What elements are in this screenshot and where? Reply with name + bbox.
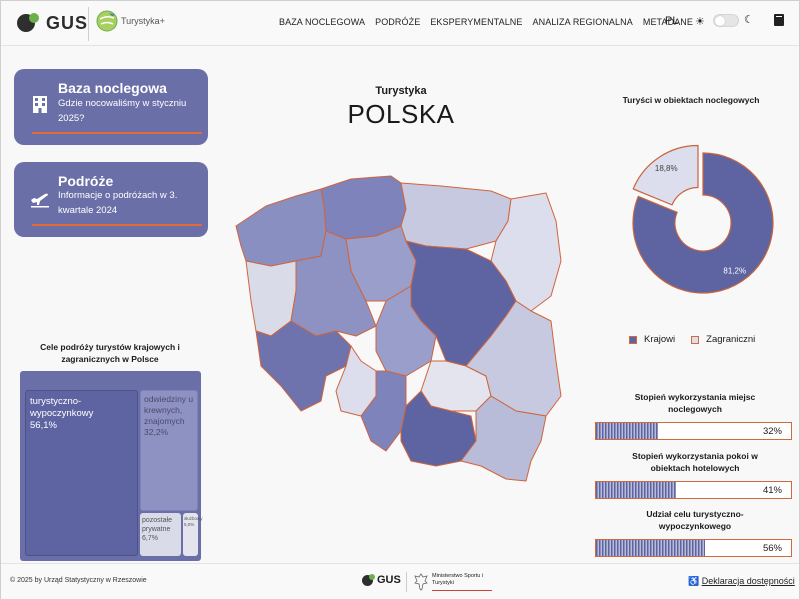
treemap-label-value: 32,2% [144, 427, 169, 437]
bar-title-udzial: Udział celu turystyczno-wypoczynkowego [646, 509, 744, 531]
treemap-title: Cele podróży turystów krajowych i zagran… [40, 342, 180, 364]
treemap-label-text: turystyczno-wypoczynkowy [30, 396, 94, 419]
progress-fill [596, 423, 659, 439]
treemap-label: pozostałe prywatne 6,7% [142, 516, 180, 543]
treemap-label-text: służbowy [184, 516, 203, 521]
ministry-logo[interactable]: Ministerstwo Sportu i Turystyki [414, 571, 494, 595]
treemap-cell-turystyczno-wypoczynkowy[interactable]: turystyczno-wypoczynkowy 56,1% [25, 390, 138, 556]
building-icon [33, 96, 47, 113]
region-lodzkie[interactable] [375, 285, 437, 377]
toggle-knob [715, 16, 725, 26]
region-podkarpackie[interactable] [460, 395, 547, 482]
legend-label-krajowi: Krajowi [644, 334, 676, 345]
nav-baza-noclegowa[interactable]: BAZA NOCLEGOWA [279, 17, 366, 27]
progress-value: 56% [762, 543, 782, 554]
pie-chart: 81,2% 18,8% [632, 144, 774, 294]
treemap-cell-pozostale[interactable]: pozostałe prywatne 6,7% [140, 513, 181, 556]
gus-logo-text: GUS [46, 12, 89, 33]
footer-gus-text: GUS [377, 574, 401, 586]
nav-analiza-regionalna[interactable]: ANALIZA REGIONALNA [532, 17, 633, 27]
gus-logo[interactable]: GUS [17, 10, 88, 36]
ministry-text: Ministerstwo Sportu i Turystyki [432, 573, 484, 586]
accessibility-icon: ♿ [688, 576, 700, 586]
card-underline [32, 132, 202, 134]
gus-dot-icon [362, 574, 373, 586]
treemap-label: odwiedziny u krewnych, znajomych 32,2% [144, 394, 198, 438]
progress-bar-miejsca: 32% [595, 422, 792, 440]
legend-swatch-krajowi [629, 335, 637, 344]
moon-icon: ☾ [744, 14, 754, 26]
poland-map [235, 175, 562, 482]
globe-icon [96, 10, 118, 32]
progress-value: 41% [762, 485, 782, 496]
region-zachodniopomorskie[interactable] [235, 188, 327, 267]
ministry-underline [432, 590, 492, 591]
card-underline [32, 224, 202, 226]
treemap-label-text: odwiedziny u krewnych, znajomych [144, 394, 194, 426]
treemap-label-text: pozostałe prywatne [142, 517, 172, 533]
card-baza-noclegowa[interactable]: Baza noclegowa Gdzie nocowaliśmy w stycz… [14, 69, 208, 145]
footer-divider [406, 572, 407, 592]
page-subtitle: Turystyka [375, 85, 427, 97]
nav-podroze[interactable]: PODRÓŻE [375, 17, 421, 27]
progress-fill [596, 482, 676, 498]
treemap-cell-sluzbowy[interactable]: służbowy 5,0% [183, 513, 203, 556]
gus-dot-green-icon [369, 574, 375, 580]
gus-logo-icon [17, 10, 43, 36]
pie-label-krajowi: 81,2% [723, 266, 746, 275]
book-icon[interactable] [774, 14, 784, 26]
accessibility-link[interactable]: ♿ Deklaracja dostępności [688, 576, 795, 587]
nav-metadane[interactable]: METADANE [642, 17, 693, 27]
card-subtitle: Gdzie nocowaliśmy w styczniu 2025? [58, 98, 187, 124]
header-divider [88, 7, 89, 41]
footer-gus-logo[interactable]: GUS [362, 574, 401, 586]
treemap-label-value: 56,1% [30, 420, 57, 431]
progress-value: 32% [762, 426, 782, 437]
bar-title-miejsca: Stopień wykorzystania miejsc noclegowych [634, 392, 756, 414]
legend-swatch-zagraniczni [691, 335, 700, 344]
region-slaskie[interactable] [360, 370, 407, 452]
language-switch[interactable]: PL [665, 15, 679, 27]
airplane-icon [31, 193, 49, 208]
card-title: Podróże [58, 173, 114, 189]
progress-bar-udzial: 56% [595, 539, 792, 557]
footer: © 2025 by Urząd Statystyczny w Rzeszowie… [1, 563, 799, 599]
progress-fill [596, 540, 706, 556]
treemap: turystyczno-wypoczynkowy 56,1% odwiedzin… [20, 371, 203, 561]
region-lubelskie[interactable] [465, 300, 562, 417]
legend-label-zagraniczni: Zagraniczni [706, 334, 756, 345]
pie-legend: Krajowi Zagraniczni [629, 334, 755, 345]
nav-eksperymentalne[interactable]: EKSPERYMENTALNE [430, 17, 523, 27]
region-warminsko-mazurskie[interactable] [400, 182, 512, 250]
header: GUS Turystyka+ BAZA NOCLEGOWA PODRÓŻE EK… [1, 1, 799, 46]
main-nav: BAZA NOCLEGOWA PODRÓŻE EKSPERYMENTALNE A… [279, 17, 693, 27]
accessibility-text: Deklaracja dostępności [701, 576, 795, 586]
page-title: POLSKA [347, 99, 455, 129]
turystyka-logo[interactable]: Turystyka+ [95, 9, 165, 33]
treemap-label-value: 6,7% [142, 535, 158, 542]
pie-label-zagraniczni: 18,8% [655, 164, 678, 173]
theme-toggle[interactable] [713, 14, 739, 27]
bar-title-pokoje: Stopień wykorzystania pokoi w obiektach … [632, 451, 758, 473]
card-podroze[interactable]: Podróże Informacje o podróżach w 3. kwar… [14, 162, 208, 237]
pie-slice-zagraniczni[interactable] [632, 144, 699, 206]
progress-bar-pokoje: 41% [595, 481, 792, 499]
card-subtitle: Informacje o podróżach w 3. kwartale 202… [58, 190, 178, 216]
card-title: Baza noclegowa [58, 80, 167, 96]
treemap-label: służbowy 5,0% [184, 516, 203, 528]
treemap-label-value: 5,0% [184, 522, 195, 527]
treemap-cell-odwiedziny[interactable]: odwiedziny u krewnych, znajomych 32,2% [140, 390, 198, 511]
treemap-label: turystyczno-wypoczynkowy 56,1% [30, 396, 110, 432]
pie-title: Turyści w obiektach noclegowych [622, 95, 760, 105]
eagle-icon [414, 573, 428, 591]
copyright: © 2025 by Urząd Statystyczny w Rzeszowie [10, 577, 147, 584]
pie-slice-krajowi[interactable] [632, 152, 774, 294]
sun-icon: ☀ [695, 16, 705, 28]
turystyka-logo-text: Turystyka+ [121, 16, 165, 26]
